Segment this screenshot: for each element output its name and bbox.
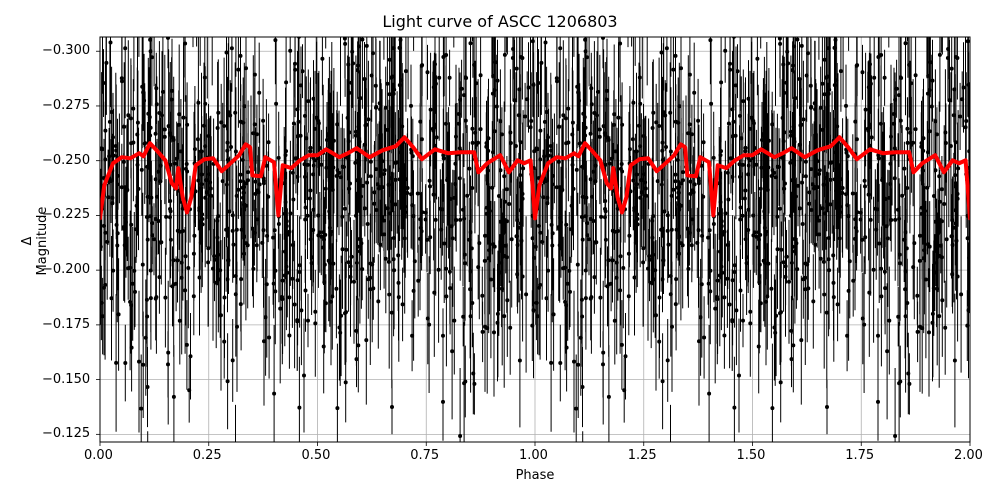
axis-ticks — [96, 50, 971, 446]
x-tick-label: 0.50 — [301, 448, 331, 463]
x-tick-label: 1.00 — [519, 448, 548, 463]
x-tick-label: 1.75 — [845, 448, 875, 463]
y-tick-label: −0.225 — [42, 207, 91, 223]
y-tick-label: −0.300 — [42, 43, 91, 59]
x-tick-label: 1.25 — [627, 448, 657, 463]
observation-points — [100, 37, 970, 442]
y-tick-label: −0.150 — [42, 371, 91, 387]
x-axis-label: Phase — [515, 468, 555, 483]
y-tick-label: −0.200 — [42, 262, 91, 278]
x-tick-label: 2.00 — [954, 448, 983, 463]
y-tick-label: −0.250 — [42, 152, 91, 168]
chart-title: Light curve of ASCC 1206803 — [382, 12, 618, 31]
y-tick-label: −0.275 — [42, 97, 91, 113]
binned-curve — [100, 135, 970, 221]
x-tick-label: 1.50 — [736, 448, 766, 463]
y-tick-label: −0.175 — [42, 316, 91, 332]
x-tick-label: 0.25 — [192, 448, 222, 463]
x-tick-label: 0.00 — [84, 448, 113, 463]
x-tick-label: 0.75 — [410, 448, 440, 463]
y-tick-label: −0.125 — [42, 426, 91, 442]
